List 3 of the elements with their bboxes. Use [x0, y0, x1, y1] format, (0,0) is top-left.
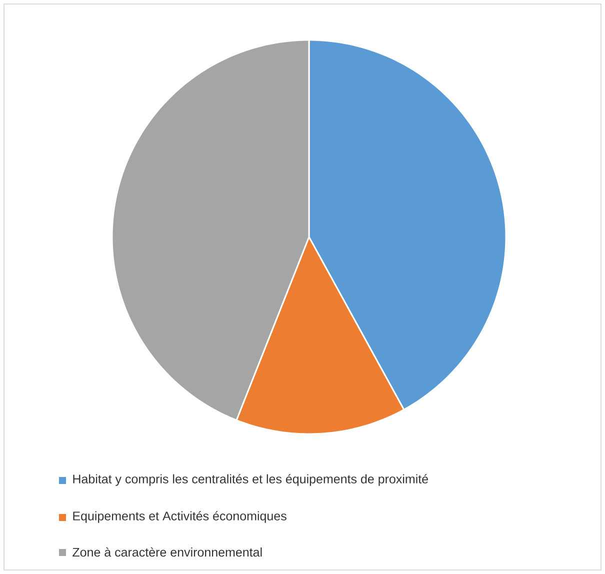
legend-label: Habitat y compris les centralités et les équipements de proximité: [73, 474, 428, 486]
legend-label: Zone à caractère environnemental: [72, 547, 262, 557]
legend-label: Equipements et Activités économiques: [73, 511, 286, 523]
